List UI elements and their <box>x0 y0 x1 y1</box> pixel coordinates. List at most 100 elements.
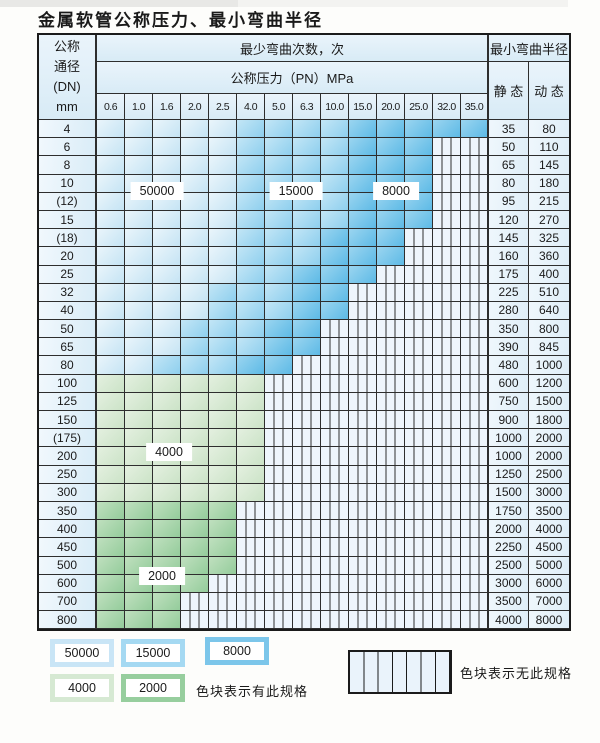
grid-cell <box>97 447 125 466</box>
grid-cell <box>153 592 181 612</box>
spec-table: 公称 通径 (DN) mm 最少弯曲次数，次 最小弯曲半径 公称压力（PN）MP… <box>37 33 571 632</box>
grid-cell <box>461 611 489 630</box>
grid-cell <box>237 574 265 593</box>
grid-cell <box>433 192 461 211</box>
grid-cell <box>153 483 181 502</box>
static-value: 80 <box>489 174 529 193</box>
dn-header-line2: 通径 <box>53 58 80 74</box>
grid-cell <box>377 592 405 612</box>
row-label: (18) <box>39 229 97 248</box>
grid-cell <box>209 556 237 575</box>
grid-cell <box>209 501 237 521</box>
pressure-tick: 35.0 <box>461 94 489 120</box>
grid-cell <box>97 374 125 393</box>
grid-cell <box>209 156 237 175</box>
grid-cell <box>181 356 209 375</box>
grid-cell <box>125 520 153 539</box>
grid-cell <box>321 283 349 302</box>
grid-cell <box>181 338 209 357</box>
grid-cell <box>349 447 377 466</box>
pressure-tick: 4.0 <box>237 94 265 120</box>
grid-cell <box>321 465 349 484</box>
dynamic-value: 2000 <box>529 429 569 448</box>
annotation-label: 2000 <box>139 567 185 585</box>
grid-cell <box>321 592 349 612</box>
dynamic-value: 400 <box>529 265 569 284</box>
grid-cell <box>125 156 153 175</box>
grid-cell <box>153 411 181 430</box>
dynamic-value: 800 <box>529 320 569 339</box>
grid-cell <box>265 592 293 612</box>
grid-cell <box>321 501 349 521</box>
legend-swatch-label: 2000 <box>126 679 180 697</box>
grid-cell <box>237 192 265 211</box>
grid-cell <box>405 392 433 411</box>
grid-cell <box>321 229 349 248</box>
grid-cell <box>181 156 209 175</box>
dn-header-line3: (DN) <box>53 79 81 94</box>
grid-cell <box>321 374 349 393</box>
grid-cell <box>405 356 433 375</box>
grid-cell <box>181 611 209 630</box>
grid-cell <box>97 156 125 175</box>
row-label: 800 <box>39 611 97 630</box>
grid-cell <box>321 411 349 430</box>
grid-cell <box>321 265 349 284</box>
static-value: 1000 <box>489 429 529 448</box>
static-value: 280 <box>489 301 529 321</box>
grid-cell <box>461 447 489 466</box>
grid-cell <box>461 501 489 521</box>
grid-cell <box>293 392 321 411</box>
grid-cell <box>265 411 293 430</box>
static-value: 2500 <box>489 556 529 575</box>
row-label: 6 <box>39 138 97 157</box>
grid-cell <box>349 465 377 484</box>
grid-cell <box>97 265 125 284</box>
grid-cell <box>237 374 265 393</box>
grid-cell <box>181 192 209 211</box>
grid-cell <box>405 138 433 157</box>
grid-cell <box>209 465 237 484</box>
grid-cell <box>237 501 265 521</box>
grid-cell <box>321 538 349 557</box>
row-label: 32 <box>39 283 97 302</box>
grid-cell <box>125 429 153 448</box>
grid-cell <box>377 210 405 230</box>
grid-cell <box>461 320 489 339</box>
grid-cell <box>461 556 489 575</box>
pressure-tick: 1.0 <box>125 94 153 120</box>
grid-cell <box>265 392 293 411</box>
scan-artifact-bar-light <box>238 0 568 7</box>
grid-cell <box>209 447 237 466</box>
grid-cell <box>125 411 153 430</box>
grid-cell <box>433 574 461 593</box>
grid-cell <box>265 320 293 339</box>
grid-cell <box>321 247 349 266</box>
grid-cell <box>293 356 321 375</box>
static-value: 35 <box>489 120 529 139</box>
grid-cell <box>181 520 209 539</box>
row-label: 150 <box>39 411 97 430</box>
grid-cell <box>209 265 237 284</box>
grid-cell <box>349 574 377 593</box>
grid-cell <box>377 574 405 593</box>
pressure-tick: 6.3 <box>293 94 321 120</box>
grid-cell <box>349 210 377 230</box>
pressure-tick: 2.5 <box>209 94 237 120</box>
grid-cell <box>433 210 461 230</box>
grid-cell <box>125 611 153 630</box>
legend-swatch-label: 4000 <box>55 679 109 697</box>
grid-cell <box>461 374 489 393</box>
grid-cell <box>97 229 125 248</box>
grid-cell <box>125 320 153 339</box>
grid-cell <box>433 320 461 339</box>
grid-cell <box>461 429 489 448</box>
pressure-tick: 20.0 <box>377 94 405 120</box>
grid-cell <box>293 411 321 430</box>
grid-cell <box>265 210 293 230</box>
page-title: 金属软管公称压力、最小弯曲半径 <box>38 11 323 31</box>
grid-cell <box>237 520 265 539</box>
grid-cell <box>405 265 433 284</box>
grid-cell <box>209 538 237 557</box>
grid-cell <box>153 138 181 157</box>
